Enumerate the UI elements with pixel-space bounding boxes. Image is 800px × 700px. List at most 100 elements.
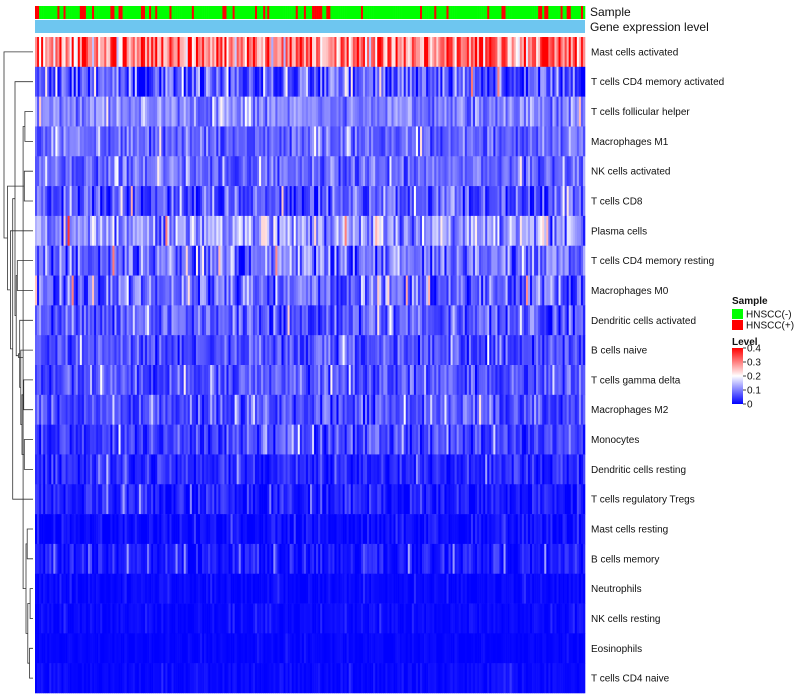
heatmap-cell xyxy=(558,215,561,247)
heatmap-cell xyxy=(142,365,146,396)
heatmap-cell xyxy=(138,454,142,485)
heatmap-cell xyxy=(371,454,374,485)
heatmap-cell xyxy=(108,156,111,187)
heatmap-cell xyxy=(163,186,166,217)
heatmap-cell xyxy=(332,424,335,455)
heatmap-cell xyxy=(391,156,394,187)
heatmap-cell xyxy=(379,335,382,366)
heatmap-cell xyxy=(285,156,288,187)
heatmap-cell xyxy=(456,186,460,217)
heatmap-cell xyxy=(273,215,276,247)
heatmap-cell xyxy=(204,66,207,97)
sample-cell xyxy=(546,6,549,19)
heatmap-cell xyxy=(79,394,83,425)
heatmap-cell xyxy=(572,275,576,306)
heatmap-cell xyxy=(546,365,549,396)
heatmap-cell xyxy=(51,514,54,545)
heatmap-cell xyxy=(523,126,527,157)
heatmap-cell xyxy=(444,245,447,276)
heatmap-cell xyxy=(79,335,83,366)
heatmap-cell xyxy=(350,305,354,336)
heatmap-cell xyxy=(61,543,64,575)
heatmap-cell xyxy=(517,365,521,396)
heatmap-cell xyxy=(181,335,185,366)
heatmap-cell xyxy=(318,96,321,127)
heatmap-cell xyxy=(147,335,150,366)
heatmap-cell xyxy=(242,66,246,97)
sample-cell xyxy=(446,6,449,19)
heatmap-cell xyxy=(428,37,431,68)
heatmap-cell xyxy=(147,454,150,485)
heatmap-cell xyxy=(434,484,437,515)
heatmap-cell xyxy=(440,275,443,306)
heatmap-cell xyxy=(175,454,178,485)
heatmap-cell xyxy=(218,484,221,515)
heatmap-cell xyxy=(155,424,158,455)
sample-cell xyxy=(472,6,476,19)
heatmap-cell xyxy=(61,245,64,276)
heatmap-cell xyxy=(381,365,384,396)
heatmap-cell xyxy=(108,454,111,485)
heatmap-cell xyxy=(252,394,256,425)
heatmap-cell xyxy=(562,37,565,68)
heatmap-cell xyxy=(291,305,295,336)
heatmap-cell xyxy=(301,156,305,187)
heatmap-cell xyxy=(340,66,343,97)
heatmap-cell xyxy=(230,156,233,187)
heatmap-cell xyxy=(122,365,125,396)
sample-cell xyxy=(293,6,297,19)
heatmap-cell xyxy=(314,454,317,485)
heatmap-cell xyxy=(39,305,42,336)
heatmap-cell xyxy=(438,394,441,425)
heatmap-cell xyxy=(442,365,445,396)
heatmap-cell xyxy=(307,96,311,127)
heatmap-cell xyxy=(548,245,551,276)
heatmap-cell xyxy=(110,126,113,157)
heatmap-cell xyxy=(395,96,398,127)
heatmap-cell xyxy=(293,156,297,187)
heatmap-cell xyxy=(381,215,384,247)
sample-cell xyxy=(356,6,360,19)
heatmap-cell xyxy=(458,66,462,97)
heatmap-cell xyxy=(415,424,419,455)
heatmap-cell xyxy=(187,215,191,247)
heatmap-cell xyxy=(554,514,557,545)
sample-cell xyxy=(564,6,567,19)
heatmap-cell xyxy=(548,215,551,247)
heatmap-cell xyxy=(507,96,510,127)
heatmap-cell xyxy=(43,543,46,575)
sample-cell xyxy=(566,6,570,19)
heatmap-cell xyxy=(230,96,233,127)
heatmap-cell xyxy=(499,454,502,485)
heatmap-cell xyxy=(248,394,252,425)
heatmap-cell xyxy=(446,454,449,485)
heatmap-cell xyxy=(55,186,58,217)
heatmap-cell xyxy=(61,424,64,455)
heatmap-cell xyxy=(316,96,319,127)
heatmap-cell xyxy=(248,186,252,217)
heatmap-cell xyxy=(544,514,547,545)
heatmap-cell xyxy=(63,484,66,515)
heatmap-cell xyxy=(104,275,107,306)
heatmap-cell xyxy=(472,37,476,68)
heatmap-cell xyxy=(438,514,441,545)
heatmap-cell xyxy=(283,245,286,276)
heatmap-cell xyxy=(248,156,252,187)
heatmap-cell xyxy=(53,37,56,68)
heatmap-cell xyxy=(193,454,197,485)
heatmap-cell xyxy=(566,514,570,545)
heatmap-cell xyxy=(73,156,77,187)
heatmap-cell xyxy=(161,126,164,157)
heatmap-cell xyxy=(240,514,244,545)
heatmap-cell xyxy=(523,335,527,366)
heatmap-cell xyxy=(299,424,303,455)
heatmap-cell xyxy=(417,37,421,68)
heatmap-cell xyxy=(128,514,132,545)
heatmap-cell xyxy=(576,96,580,127)
heatmap-cell xyxy=(173,96,176,127)
heatmap-cell xyxy=(487,245,490,276)
heatmap-cell xyxy=(57,186,60,217)
heatmap-cell xyxy=(477,514,480,545)
heatmap-cell xyxy=(106,37,109,68)
heatmap-cell xyxy=(295,365,299,396)
